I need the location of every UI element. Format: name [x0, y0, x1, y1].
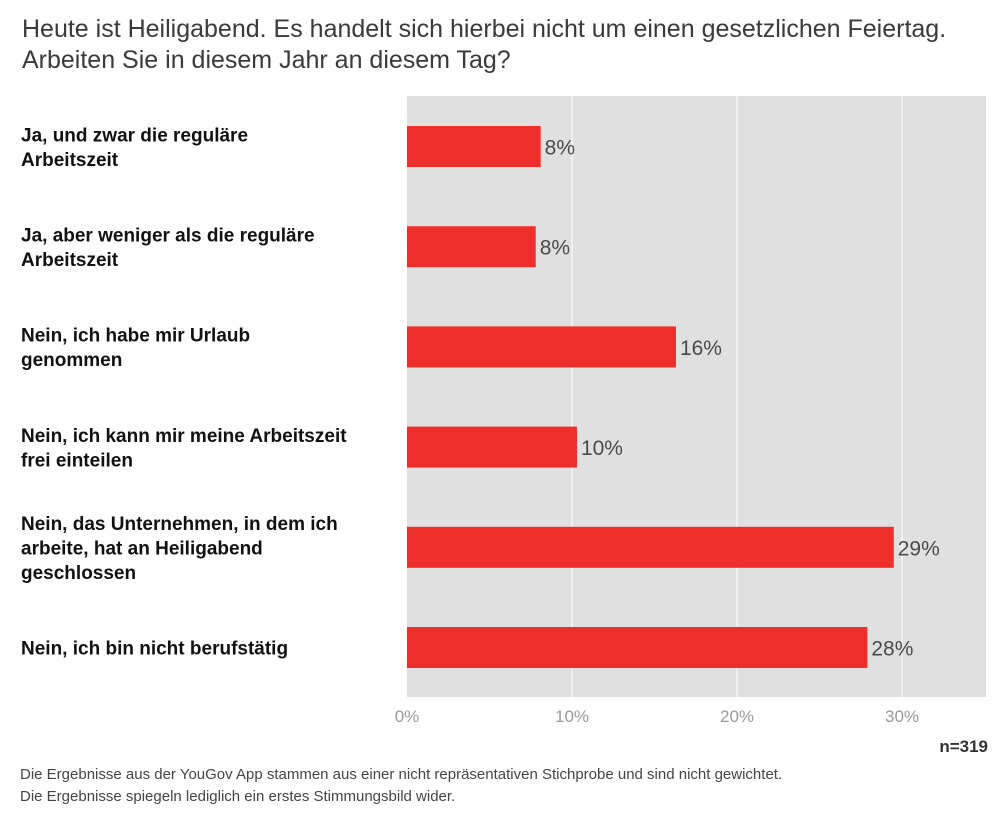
x-axis-ticks: 0% 10% 20% 30% [395, 707, 919, 726]
chart-title: Heute ist Heiligabend. Es handelt sich h… [22, 15, 947, 74]
data-label: 28% [871, 638, 913, 661]
bar [407, 126, 541, 167]
category-label: Ja, aber weniger als die reguläre Arbeits… [21, 225, 315, 271]
bar [407, 526, 894, 568]
category-labels: Ja, und zwar die reguläre Arbeitszeit Ja, … [21, 125, 347, 659]
category-label: Ja, und zwar die reguläre Arbeitszeit [21, 125, 248, 171]
category-label: Nein, das Unternehmen, in dem ich arbeite… [21, 514, 338, 584]
footnote: Die Ergebnisse aus der YouGov App stamme… [20, 764, 980, 808]
x-tick-label: 30% [885, 707, 919, 726]
data-label: 8% [545, 137, 575, 160]
data-label: 29% [898, 537, 940, 560]
data-label: 10% [581, 437, 623, 460]
footnote-line: Die Ergebnisse spiegeln lediglich ein er… [20, 788, 456, 805]
gridlines [571, 96, 903, 697]
footnote-line: Die Ergebnisse aus der YouGov App stamme… [20, 766, 783, 783]
bar [407, 426, 577, 468]
data-label: 16% [680, 337, 722, 360]
data-labels: 8% 8% 16% 10% 29% 28% [540, 137, 940, 661]
x-tick-label: 0% [395, 707, 420, 726]
bar [407, 627, 868, 668]
bar [407, 326, 676, 368]
category-label: Nein, ich bin nicht berufstätig [21, 639, 288, 660]
x-tick-label: 20% [720, 707, 754, 726]
bar [407, 226, 536, 268]
bars [407, 126, 894, 668]
sample-size: n=319 [939, 737, 988, 756]
category-label: Nein, ich kann mir meine Arbeitszeit frei… [21, 426, 347, 472]
category-label: Nein, ich habe mir Urlaub genommen [21, 326, 250, 372]
plot-area [407, 96, 986, 697]
x-tick-label: 10% [555, 707, 589, 726]
data-label: 8% [540, 237, 570, 260]
